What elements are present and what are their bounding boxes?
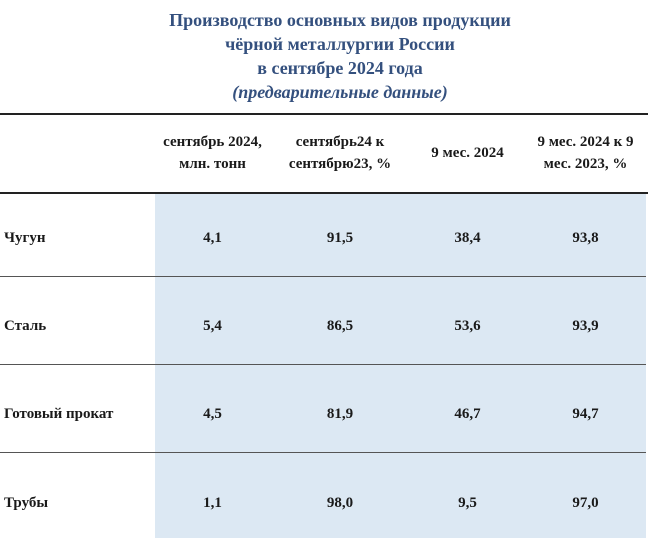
table-top-rule xyxy=(0,113,648,115)
row-label: Готовый прокат xyxy=(4,405,114,422)
table-row: Готовый прокат 4,5 81,9 46,7 94,7 xyxy=(0,370,648,458)
cell-value: 4,1 xyxy=(203,229,222,246)
header-rule xyxy=(0,192,648,194)
column-header: сентябрь24 к сентябрю23, % xyxy=(288,134,392,172)
cell-value: 53,6 xyxy=(454,317,481,334)
row-separator xyxy=(0,276,646,277)
title-line: чёрной металлургии России xyxy=(225,34,455,54)
cell-value: 93,8 xyxy=(572,229,599,246)
row-label: Чугун xyxy=(4,229,46,246)
table: сентябрь 2024, млн. тонн сентябрь24 к сен… xyxy=(0,113,648,538)
table-row: Чугун 4,1 91,5 38,4 93,8 xyxy=(0,194,648,282)
cell-value: 86,5 xyxy=(326,317,354,334)
cell-value: 81,9 xyxy=(326,405,354,422)
cell-value: 5,4 xyxy=(203,317,222,334)
cell-value: 4,5 xyxy=(203,405,222,422)
data-background xyxy=(155,194,646,538)
cell-value: 1,1 xyxy=(203,494,222,511)
column-header: сентябрь 2024, млн. тонн xyxy=(163,134,262,172)
row-separator xyxy=(0,452,646,453)
cell-value: 91,5 xyxy=(326,229,354,246)
table-row: Трубы 1,1 98,0 9,5 97,0 xyxy=(0,459,648,547)
column-header: 9 мес. 2024 xyxy=(431,145,504,161)
row-label: Сталь xyxy=(4,317,47,334)
column-header: 9 мес. 2024 к 9 мес. 2023, % xyxy=(537,134,634,172)
title-block: Производство основных видов продукции чё… xyxy=(0,8,654,104)
table-row: Сталь 5,4 86,5 53,6 93,9 xyxy=(0,282,648,370)
subtitle: (предварительные данные) xyxy=(232,82,448,102)
cell-value: 9,5 xyxy=(458,494,477,511)
cell-value: 97,0 xyxy=(572,494,599,511)
row-separator xyxy=(0,364,646,365)
cell-value: 93,9 xyxy=(572,317,599,334)
cell-value: 98,0 xyxy=(326,494,354,511)
cell-value: 38,4 xyxy=(454,229,481,246)
title-line: Производство основных видов продукции xyxy=(169,10,511,30)
row-label: Трубы xyxy=(4,494,49,511)
cell-value: 46,7 xyxy=(454,405,481,422)
cell-value: 94,7 xyxy=(572,405,599,422)
title-line: в сентябре 2024 года xyxy=(257,58,423,78)
